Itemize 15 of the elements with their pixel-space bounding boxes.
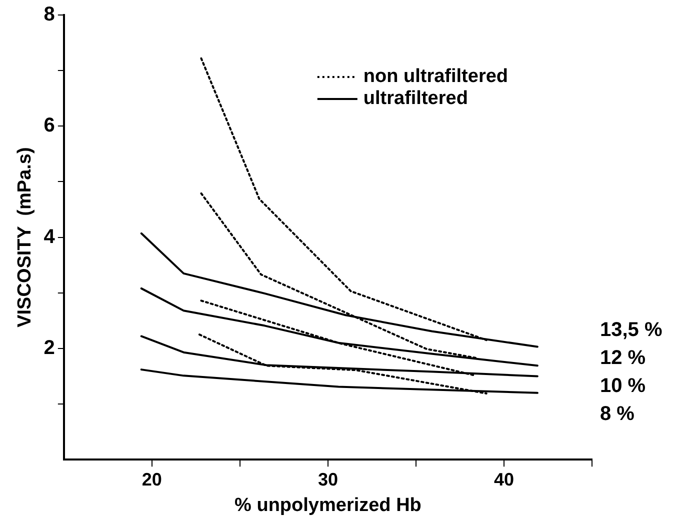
y-axis-title: VISCOSITY (mPa.s) xyxy=(14,147,36,328)
x-tick-label: 30 xyxy=(318,469,338,490)
x-tick-label: 40 xyxy=(494,469,514,490)
x-tick-label: 20 xyxy=(142,469,162,490)
legend-label: non ultrafiltered xyxy=(363,66,508,88)
legend-label: ultrafiltered xyxy=(363,88,468,110)
text: 13,5 % xyxy=(600,319,662,342)
text: 12 % xyxy=(600,347,646,370)
y-tick-label: 8 xyxy=(44,4,55,26)
x-axis-title: % unpolymerized Hb xyxy=(234,494,422,516)
text: 8 % xyxy=(600,403,635,426)
y-tick-label: 6 xyxy=(44,114,55,137)
y-tick-label: 2 xyxy=(44,336,55,359)
y-tick-label: 4 xyxy=(44,226,56,248)
text: 10 % xyxy=(600,375,646,398)
